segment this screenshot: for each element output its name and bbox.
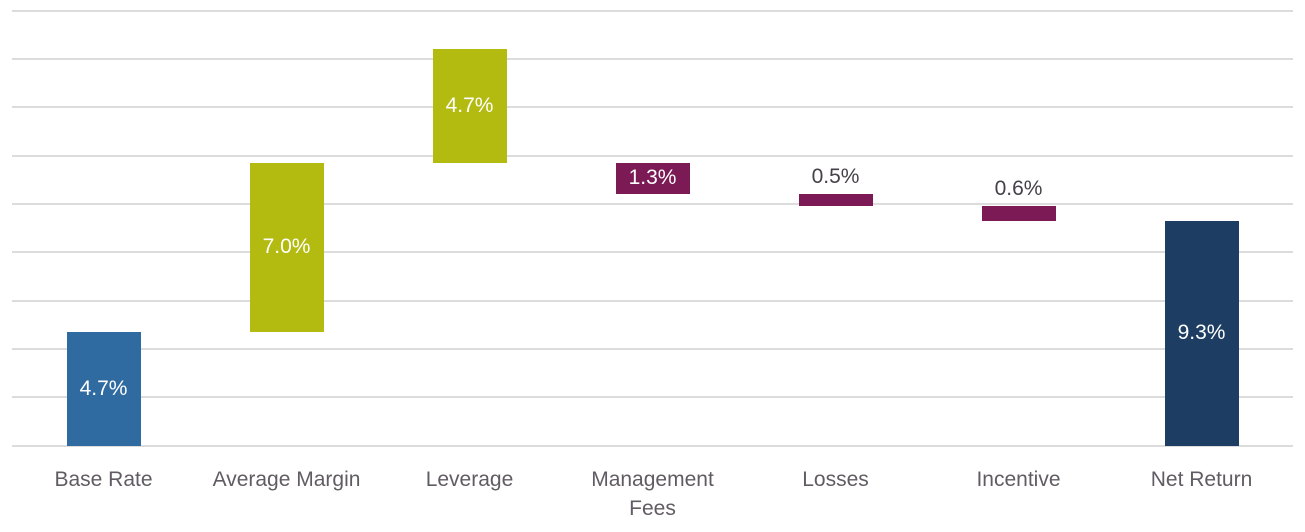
category-label-leverage: Leverage [425, 468, 514, 491]
category-label-incentive: Incentive [976, 468, 1061, 491]
gridline [12, 299, 1293, 302]
gridline [12, 154, 1293, 157]
data-label: 4.7% [445, 93, 494, 117]
data-label: 7.0% [262, 235, 311, 259]
bar-base-rate [66, 331, 141, 446]
data-label: 9.3% [1177, 321, 1226, 345]
category-label-management-fees: Management Fees [591, 468, 714, 520]
bar-management-fees [615, 162, 690, 195]
bar-net-return [1164, 220, 1239, 446]
data-label: 0.6% [994, 177, 1043, 201]
gridline [12, 9, 1293, 12]
category-label-average-margin: Average Margin [212, 468, 361, 491]
gridline [12, 396, 1293, 399]
data-label: 0.5% [811, 165, 860, 189]
bar-average-margin [249, 162, 324, 332]
bar-incentive [981, 206, 1056, 221]
data-label: 1.3% [628, 166, 677, 190]
gridline [12, 106, 1293, 109]
gridline [12, 57, 1293, 60]
gridline [12, 444, 1293, 447]
gridline [12, 202, 1293, 205]
gridline [12, 347, 1293, 350]
bar-losses [798, 194, 873, 207]
category-label-net-return: Net Return [1150, 468, 1253, 491]
bar-leverage [432, 49, 507, 163]
gridline [12, 251, 1293, 254]
category-label-base-rate: Base Rate [54, 468, 153, 491]
data-label: 4.7% [79, 376, 128, 400]
category-label-losses: Losses [802, 468, 869, 491]
